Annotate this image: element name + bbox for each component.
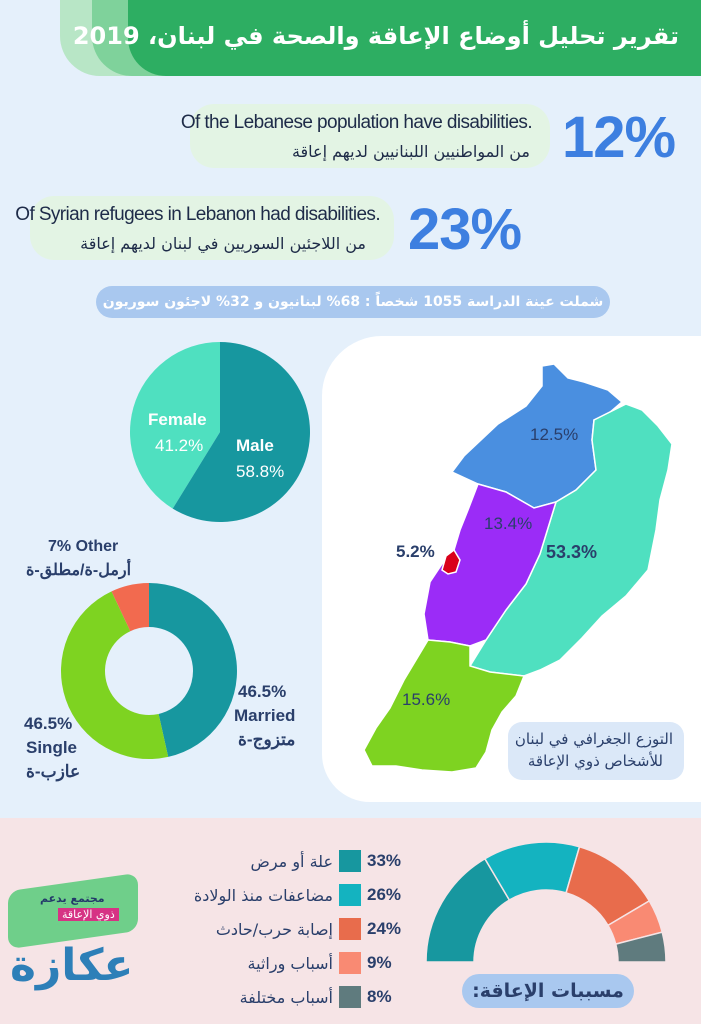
page-title: تقرير تحليل أوضاع الإعاقة والصحة في لبنا… bbox=[72, 22, 679, 50]
cause-row: علة أو مرض 33% bbox=[250, 846, 403, 876]
marital-married-ar: متزوج-ة bbox=[238, 730, 296, 749]
marital-single-value: 46.5% bbox=[24, 714, 73, 733]
cause-percent: 9% bbox=[367, 953, 392, 972]
marital-other-label: 7% Other bbox=[48, 538, 119, 555]
causes-half-donut-chart bbox=[425, 841, 667, 963]
logo: مجتمع يدعم ذوي الإعاقة عكازة bbox=[0, 872, 140, 1012]
cause-arc bbox=[614, 931, 667, 963]
cause-percent: 24% bbox=[367, 919, 402, 938]
marital-other-ar: أرمل-ة/مطلق-ة bbox=[26, 562, 132, 579]
marital-married-value: 46.5% bbox=[238, 682, 287, 701]
gender-pie-chart bbox=[130, 342, 310, 522]
map-region-south bbox=[363, 639, 526, 773]
stat-pill-syrian: Of Syrian refugees in Lebanon had disabi… bbox=[15, 196, 394, 260]
cause-swatch bbox=[339, 884, 361, 906]
stat-lebanese-value: 12% bbox=[562, 105, 676, 170]
map-caption-line1: التوزع الجغرافي في لبنان bbox=[514, 730, 673, 748]
cause-swatch bbox=[339, 918, 361, 940]
stat-syrian-en: Of Syrian refugees in Lebanon had disabi… bbox=[15, 204, 380, 225]
marital-single-label: Single bbox=[26, 738, 78, 757]
cause-label: مضاعفات منذ الولادة bbox=[193, 885, 333, 905]
gender-male-label: Male bbox=[236, 436, 274, 455]
logo-tagline-2: ذوي الإعاقة bbox=[58, 908, 119, 921]
cause-row: مضاعفات منذ الولادة 26% bbox=[194, 880, 403, 910]
cause-row: إصابة حرب/حادث 24% bbox=[216, 914, 403, 944]
marital-single-ar: عازب-ة bbox=[26, 762, 81, 781]
map-caption-box bbox=[508, 722, 684, 780]
gender-slice-male bbox=[172, 342, 310, 522]
cause-percent: 8% bbox=[367, 987, 392, 1006]
cause-swatch bbox=[339, 952, 361, 974]
causes-title: مسببات الإعاقة: bbox=[462, 974, 634, 1008]
gender-female-label: Female bbox=[148, 410, 207, 429]
cause-swatch bbox=[339, 850, 361, 872]
sample-note: شملت عينة الدراسة 1055 شخصاً : 68% لبنان… bbox=[96, 286, 610, 318]
cause-label: أسباب وراثية bbox=[247, 953, 333, 973]
stat-syrian-ar: من اللاجئين السوريين في لبنان لديهم إعاق… bbox=[80, 234, 366, 253]
marital-slice-married bbox=[149, 583, 238, 757]
marital-slice-single bbox=[60, 591, 169, 759]
cause-percent: 26% bbox=[367, 885, 402, 904]
map-value-mount-lebanon: 13.4% bbox=[484, 514, 533, 533]
marital-slice-other bbox=[111, 583, 149, 632]
map-value-beirut: 5.2% bbox=[396, 542, 435, 561]
stat-pill-lebanese: Of the Lebanese population have disabili… bbox=[181, 104, 550, 168]
header-bar: تقرير تحليل أوضاع الإعاقة والصحة في لبنا… bbox=[73, 0, 701, 76]
stat-syrian-value: 23% bbox=[408, 197, 522, 262]
logo-tagline-1: مجتمع يدعم bbox=[40, 892, 105, 905]
marital-married-label: Married bbox=[234, 706, 296, 725]
gender-female-value: 41.2% bbox=[155, 436, 204, 455]
map-value-bekaa: 53.3% bbox=[546, 542, 598, 562]
cause-label: أسباب مختلفة bbox=[239, 987, 333, 1007]
map-caption-line2: للأشخاص ذوي الإعاقة bbox=[527, 752, 663, 770]
stat-lebanese-en: Of the Lebanese population have disabili… bbox=[180, 112, 533, 133]
map-value-south: 15.6% bbox=[402, 690, 451, 709]
cause-label: إصابة حرب/حادث bbox=[215, 919, 333, 939]
cause-label: علة أو مرض bbox=[250, 851, 333, 871]
map-region-beirut bbox=[441, 548, 461, 575]
gender-male-value: 58.8% bbox=[236, 462, 285, 481]
cause-swatch bbox=[339, 986, 361, 1008]
gender-slice-female bbox=[130, 342, 220, 509]
stat-lebanese-ar: من المواطنيين اللبنانيين لديهم إعاقة bbox=[291, 142, 530, 161]
lebanon-map bbox=[363, 363, 673, 773]
cause-percent: 33% bbox=[367, 851, 402, 870]
logo-name: عكازة bbox=[10, 940, 134, 991]
map-value-north: 12.5% bbox=[530, 425, 579, 444]
marital-donut-chart bbox=[60, 583, 238, 759]
cause-row: أسباب مختلفة 8% bbox=[240, 982, 403, 1012]
cause-row: أسباب وراثية 9% bbox=[248, 948, 403, 978]
